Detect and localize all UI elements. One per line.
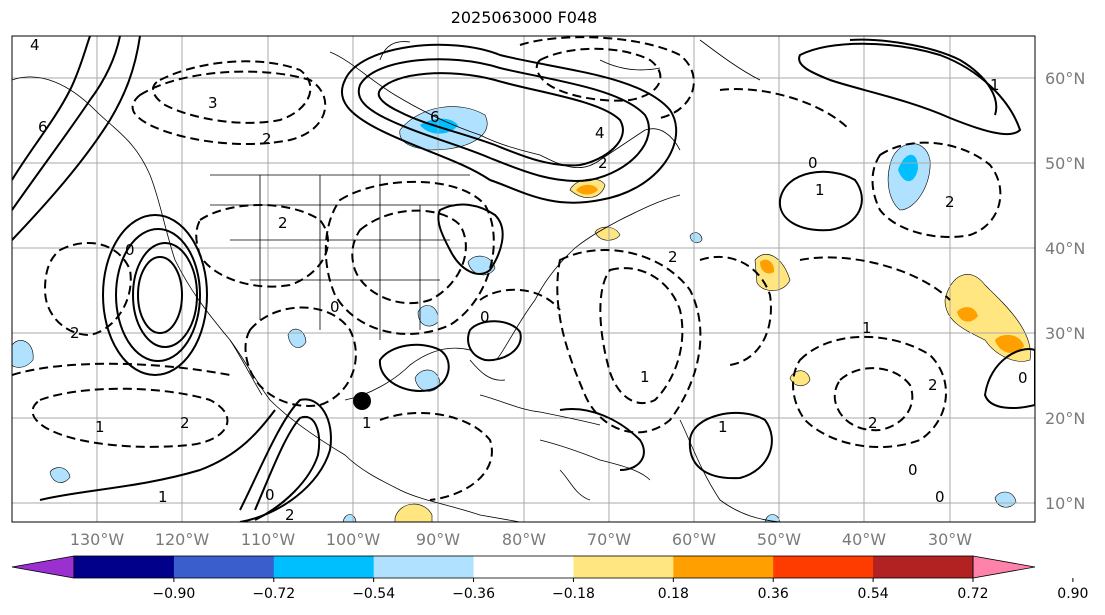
colorbar-tick-label: −0.18 xyxy=(552,586,595,602)
colorbar-tick-label: 0.36 xyxy=(758,586,789,602)
svg-text:0: 0 xyxy=(935,488,945,506)
map-title: 2025063000 F048 xyxy=(450,8,598,27)
svg-text:0: 0 xyxy=(908,461,918,479)
lon-label: 120°W xyxy=(155,530,210,549)
colorbar-segment xyxy=(373,556,475,578)
shaded-regions xyxy=(12,106,1031,522)
lon-label: 50°W xyxy=(757,530,801,549)
svg-text:1: 1 xyxy=(362,414,372,432)
svg-text:1: 1 xyxy=(990,76,1000,94)
lon-label: 80°W xyxy=(502,530,546,549)
svg-text:0: 0 xyxy=(125,241,135,259)
lon-label: 70°W xyxy=(587,530,631,549)
lon-label: 40°W xyxy=(842,530,886,549)
lon-label: 100°W xyxy=(326,530,381,549)
colorbar-tick-label: 0.72 xyxy=(957,586,988,602)
svg-text:2: 2 xyxy=(945,193,955,211)
svg-text:2: 2 xyxy=(262,130,272,148)
location-marker xyxy=(353,392,371,410)
svg-text:0: 0 xyxy=(265,486,275,504)
colorbar-tick-label: −0.72 xyxy=(252,586,295,602)
lon-label: 90°W xyxy=(416,530,460,549)
lat-label: 60°N xyxy=(1045,69,1085,88)
lon-label: 30°W xyxy=(928,530,972,549)
longitude-labels: 130°W 120°W 110°W 100°W 90°W 80°W 70°W 6… xyxy=(70,530,972,549)
contour-labels: 4 6 3 2 6 4 2 0 1 2 1 2 2 2 1 1 0 2 2 1 … xyxy=(30,36,1028,524)
svg-text:2: 2 xyxy=(70,324,80,342)
lon-label: 110°W xyxy=(241,530,296,549)
svg-text:0: 0 xyxy=(480,308,490,326)
svg-text:6: 6 xyxy=(38,118,48,136)
svg-text:1: 1 xyxy=(815,181,825,199)
colorbar-arrow-high xyxy=(972,555,1036,579)
svg-text:0: 0 xyxy=(808,154,818,172)
svg-text:1: 1 xyxy=(862,319,872,337)
colorbar-tick-label: 0.18 xyxy=(658,586,689,602)
svg-text:2: 2 xyxy=(868,414,878,432)
colorbar-segment xyxy=(473,556,574,578)
svg-text:1: 1 xyxy=(158,488,168,506)
colorbar-tick-label: −0.54 xyxy=(352,586,395,602)
svg-text:4: 4 xyxy=(595,124,605,142)
colorbar-tick-label: 0.54 xyxy=(858,586,889,602)
graticule xyxy=(12,36,1035,522)
latitude-labels: 60°N 50°N 40°N 30°N 20°N 10°N xyxy=(1045,69,1085,513)
colorbar-segment xyxy=(873,556,974,578)
svg-text:2: 2 xyxy=(278,214,288,232)
svg-text:0: 0 xyxy=(1018,369,1028,387)
lat-label: 20°N xyxy=(1045,409,1085,428)
lat-label: 40°N xyxy=(1045,239,1085,258)
svg-text:1: 1 xyxy=(95,418,105,436)
coastlines xyxy=(12,39,781,522)
solid-contours xyxy=(12,36,1035,522)
lat-label: 10°N xyxy=(1045,494,1085,513)
colorbar-tick-label: −0.90 xyxy=(152,586,195,602)
map-border xyxy=(11,35,1036,523)
svg-text:1: 1 xyxy=(640,368,650,386)
lat-label: 50°N xyxy=(1045,154,1085,173)
colorbar-segment xyxy=(273,556,375,578)
svg-text:2: 2 xyxy=(180,414,190,432)
lon-label: 130°W xyxy=(70,530,125,549)
colorbar-segment xyxy=(673,556,774,578)
svg-text:3: 3 xyxy=(208,94,218,112)
colorbar-outline xyxy=(73,555,974,579)
colorbar-tick-label: 0.90 xyxy=(1057,586,1088,602)
svg-text:2: 2 xyxy=(668,248,678,266)
svg-text:2: 2 xyxy=(598,154,608,172)
svg-text:6: 6 xyxy=(430,108,440,126)
lon-label: 60°W xyxy=(672,530,716,549)
colorbar-segment xyxy=(74,556,175,578)
colorbar-segment xyxy=(173,556,275,578)
colorbar-arrow-low xyxy=(11,555,75,579)
colorbar-tick-label: −0.36 xyxy=(452,586,495,602)
colorbar-segment xyxy=(573,556,674,578)
svg-text:2: 2 xyxy=(928,376,938,394)
lat-label: 30°N xyxy=(1045,324,1085,343)
colorbar: −0.90 −0.72 −0.54 −0.36 −0.18 0.18 0.36 0.54 0.7… xyxy=(11,555,1088,602)
svg-text:0: 0 xyxy=(330,298,340,316)
dashed-contours xyxy=(12,36,1002,501)
svg-text:4: 4 xyxy=(30,36,40,54)
svg-text:2: 2 xyxy=(285,506,295,524)
colorbar-segment xyxy=(773,556,874,578)
svg-text:1: 1 xyxy=(718,418,728,436)
